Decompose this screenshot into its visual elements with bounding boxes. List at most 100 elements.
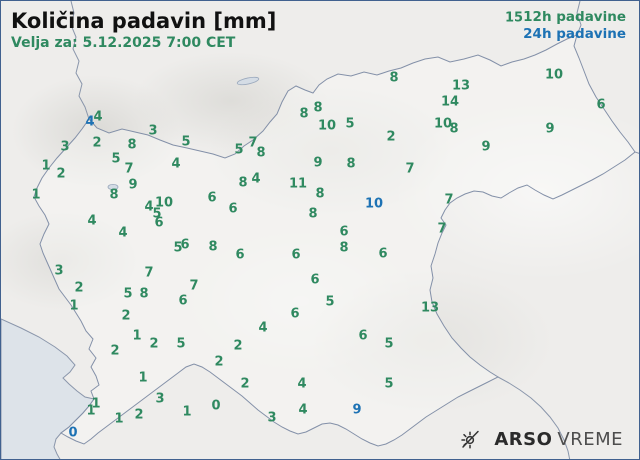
station-value-12h: 2 bbox=[134, 407, 144, 423]
station-value-12h: 2 bbox=[214, 354, 224, 370]
station-value-12h: 7 bbox=[437, 221, 447, 237]
station-value-12h: 6 bbox=[178, 293, 188, 309]
station-value-12h: 2 bbox=[386, 129, 396, 145]
station-value-12h: 5 bbox=[325, 294, 335, 310]
station-value-12h: 4 bbox=[93, 109, 103, 125]
station-value-12h: 7 bbox=[248, 135, 258, 151]
station-value-12h: 6 bbox=[290, 306, 300, 322]
station-value-12h: 5 bbox=[345, 116, 355, 132]
station-value-12h: 5 bbox=[173, 240, 183, 256]
station-value-12h: 7 bbox=[144, 265, 154, 281]
station-value-12h: 7 bbox=[189, 278, 199, 294]
station-value-12h: 6 bbox=[291, 247, 301, 263]
station-value-12h: 9 bbox=[481, 139, 491, 155]
station-value-12h: 2 bbox=[110, 343, 120, 359]
station-value-24h: 0 bbox=[68, 425, 78, 441]
station-value-12h: 4 bbox=[118, 225, 128, 241]
station-value-12h: 4 bbox=[298, 402, 308, 418]
page-title: Količina padavin [mm] bbox=[11, 9, 277, 33]
station-value-24h: 9 bbox=[352, 402, 362, 418]
station-value-12h: 6 bbox=[180, 237, 190, 253]
valid-datetime: Velja za: 5.12.2025 7:00 CET bbox=[11, 35, 236, 51]
station-value-12h: 11 bbox=[288, 176, 308, 192]
station-value-12h: 2 bbox=[56, 166, 66, 182]
station-value-12h: 1 bbox=[31, 187, 41, 203]
station-value-12h: 1 bbox=[86, 403, 96, 419]
station-value-12h: 3 bbox=[148, 123, 158, 139]
station-value-12h: 5 bbox=[384, 376, 394, 392]
station-value-12h: 10 bbox=[544, 67, 564, 83]
station-value-12h: 6 bbox=[310, 272, 320, 288]
station-value-12h: 8 bbox=[308, 206, 318, 222]
station-value-12h: 6 bbox=[207, 190, 217, 206]
lake-bled bbox=[107, 183, 119, 190]
station-value-12h: 1 bbox=[114, 411, 124, 427]
station-value-12h: 7 bbox=[444, 192, 454, 208]
station-value-12h: 4 bbox=[144, 199, 154, 215]
neighbor-border-croatia-southeast bbox=[497, 376, 571, 459]
station-value-12h: 0 bbox=[211, 398, 221, 414]
neighbor-border-italy-austria bbox=[70, 1, 90, 120]
station-value-12h: 3 bbox=[155, 391, 165, 407]
station-value-12h: 7 bbox=[405, 161, 415, 177]
station-value-12h: 4 bbox=[87, 213, 97, 229]
station-value-12h: 8 bbox=[389, 70, 399, 86]
station-value-12h: 3 bbox=[267, 410, 277, 426]
station-value-12h: 5 bbox=[176, 336, 186, 352]
station-value-12h: 4 bbox=[251, 171, 261, 187]
station-value-12h: 8 bbox=[313, 100, 323, 116]
station-value-24h: 4 bbox=[85, 114, 95, 130]
station-value-12h: 5 bbox=[181, 134, 191, 150]
station-value-12h: 8 bbox=[109, 187, 119, 203]
neighbor-border-austria-hungary bbox=[576, 1, 582, 36]
station-value-12h: 1 bbox=[132, 328, 142, 344]
station-value-12h: 6 bbox=[596, 97, 606, 113]
station-value-12h: 2 bbox=[149, 336, 159, 352]
station-value-12h: 5 bbox=[123, 286, 133, 302]
station-value-12h: 2 bbox=[74, 280, 84, 296]
station-value-12h: 1 bbox=[182, 404, 192, 420]
station-value-12h: 6 bbox=[228, 201, 238, 217]
station-value-12h: 9 bbox=[545, 121, 555, 137]
station-value-12h: 4 bbox=[171, 156, 181, 172]
station-value-24h: 10 bbox=[364, 196, 384, 212]
station-value-12h: 1 bbox=[41, 158, 51, 174]
station-value-12h: 8 bbox=[139, 286, 149, 302]
logo-text-arso: ARSO bbox=[494, 428, 553, 450]
station-value-12h: 8 bbox=[208, 239, 218, 255]
station-value-12h: 8 bbox=[339, 240, 349, 256]
station-value-12h: 2 bbox=[240, 376, 250, 392]
station-value-12h: 8 bbox=[346, 156, 356, 172]
station-value-12h: 8 bbox=[315, 186, 325, 202]
station-value-12h: 10 bbox=[317, 118, 337, 134]
station-value-12h: 4 bbox=[258, 320, 268, 336]
logo-text-vreme: VREME bbox=[557, 428, 623, 450]
station-value-12h: 6 bbox=[154, 215, 164, 231]
station-value-12h: 8 bbox=[256, 145, 266, 161]
station-value-12h: 3 bbox=[60, 139, 70, 155]
station-value-12h: 13 bbox=[420, 300, 440, 316]
station-value-12h: 9 bbox=[313, 155, 323, 171]
station-value-12h: 5 bbox=[111, 151, 121, 167]
station-value-12h: 9 bbox=[128, 177, 138, 193]
station-value-12h: 15 bbox=[504, 10, 524, 26]
arso-vreme-logo: ARSO VREME bbox=[458, 427, 623, 451]
station-value-12h: 13 bbox=[451, 78, 471, 94]
arso-logo-icon bbox=[461, 430, 480, 449]
station-value-12h: 8 bbox=[127, 137, 137, 153]
station-value-12h: 1 bbox=[138, 370, 148, 386]
lake-austria bbox=[236, 76, 260, 86]
legend-item-12h[interactable]: 12h padavine bbox=[523, 9, 626, 25]
legend-item-24h[interactable]: 24h padavine bbox=[523, 26, 626, 42]
station-value-12h: 2 bbox=[233, 338, 243, 354]
station-value-12h: 5 bbox=[384, 336, 394, 352]
legend: 12h padavine 24h padavine bbox=[523, 9, 626, 43]
station-value-12h: 8 bbox=[238, 175, 248, 191]
slovenia-border bbox=[33, 34, 636, 447]
station-value-12h: 2 bbox=[121, 308, 131, 324]
station-value-12h: 8 bbox=[449, 121, 459, 137]
